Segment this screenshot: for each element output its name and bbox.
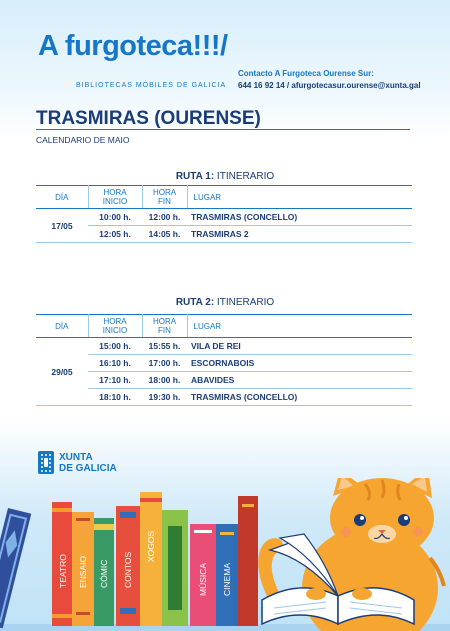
book-contos (116, 506, 140, 626)
route-2-title: RUTA 2: ITINERARIO (0, 297, 450, 308)
place-name: TRASMIRAS (CONCELLO) (187, 388, 412, 406)
header-place: LUGAR (186, 185, 412, 209)
start-time: 18:10 h. (88, 388, 142, 406)
route-2-title-rest: ITINERARIO (214, 297, 275, 308)
book-green-spacer (162, 510, 188, 626)
end-time: 18:00 h. (142, 371, 187, 389)
xunta-emblem-icon (38, 451, 54, 474)
book-musica (190, 524, 216, 626)
xunta-wordmark: XUNTA DE GALICIA (59, 452, 117, 474)
book-comic (94, 518, 114, 626)
route-1-table: DÍA HORA INICIO HORA FIN LUGAR 17/05 10:00… (36, 185, 412, 243)
table-row: 29/05 15:00 h. 15:55 h. VILA DE REI (36, 337, 412, 406)
table-header-row: DÍA HORA INICIO HORA FIN LUGAR (36, 314, 412, 338)
route-1-title-bold: RUTA 1: (175, 171, 215, 182)
start-time: 15:00 h. (88, 337, 142, 355)
end-time: 15:55 h. (142, 337, 187, 355)
book-teatro (52, 502, 72, 626)
route-2-title-bold: RUTA 2: (175, 297, 215, 308)
table-row: 12:05 h. 14:05 h. TRASMIRAS 2 (36, 225, 412, 243)
header-day: DÍA (36, 185, 88, 209)
table-row: 17:10 h. 18:00 h. ABAVIDES (36, 371, 412, 389)
xunta-line-1: XUNTA (59, 452, 93, 463)
route-1-title-rest: ITINERARIO (214, 171, 275, 182)
book-cinema (216, 524, 238, 626)
book-label-teatro: TEATRO (58, 554, 68, 588)
book-label-musica: MÚSICA (198, 563, 208, 596)
book-ensaio (72, 512, 94, 626)
book-label-xogos: XOGOS (146, 530, 156, 562)
place-name: TRASMIRAS 2 (187, 225, 412, 243)
book-label-ensaio: ENSAIO (78, 555, 88, 588)
place-name: VILA DE REI (187, 337, 412, 355)
table-row: 18:10 h. 19:30 h. TRASMIRAS (CONCELLO) (36, 388, 412, 406)
header-day: DÍA (36, 314, 88, 338)
end-time: 12:00 h. (142, 208, 187, 226)
book-label-contos: CONTOS (123, 551, 133, 588)
place-name: ESCORNABOIS (187, 354, 412, 372)
furgoteca-logo: A furgoteca!!!/ (38, 30, 228, 62)
header: A furgoteca!!!/ BIBLIOTECAS MÓBILES DE G… (0, 0, 450, 100)
place-name: TRASMIRAS (CONCELLO) (187, 208, 412, 226)
route-2-table: DÍA HORA INICIO HORA FIN LUGAR 29/05 15:00… (36, 314, 412, 406)
day-cell: 17/05 (36, 208, 88, 243)
table-row: 16:10 h. 17:00 h. ESCORNABOIS (36, 354, 412, 372)
book-label-cinema: CINEMA (222, 563, 232, 596)
start-time: 10:00 h. (88, 208, 142, 226)
xunta-line-2: DE GALICIA (59, 463, 117, 474)
header-end: HORA FIN (141, 185, 187, 209)
tilted-book (0, 507, 32, 629)
route-1-title: RUTA 1: ITINERARIO (0, 171, 450, 182)
book-label-comic: CÓMIC (99, 560, 109, 588)
header-start: HORA INICIO (87, 314, 142, 338)
start-time: 12:05 h. (88, 225, 142, 243)
open-book-illustration (261, 533, 415, 626)
start-time: 17:10 h. (88, 371, 142, 389)
table-header-row: DÍA HORA INICIO HORA FIN LUGAR (36, 185, 412, 209)
logo-subtitle: BIBLIOTECAS MÓBILES DE GALICIA (76, 82, 227, 89)
book-xogos (140, 492, 162, 626)
table-row: 17/05 10:00 h. 12:00 h. TRASMIRAS (CONCE… (36, 208, 412, 243)
end-time: 17:00 h. (142, 354, 187, 372)
book-labels: TEATRO ENSAIO CÓMIC CONTOS XOGOS MÚSICA … (58, 530, 232, 596)
header-start: HORA INICIO (87, 185, 142, 209)
page-title: TRASMIRAS (OURENSE) (36, 108, 261, 129)
calendar-subtitle: CALENDARIO DE MAIO (36, 135, 130, 145)
contact-details: 644 16 92 14 / afurgotecasur.ourense@xun… (238, 81, 421, 90)
header-place: LUGAR (186, 314, 412, 338)
contact-title: Contacto A Furgoteca Ourense Sur: (238, 69, 374, 78)
title-divider (36, 129, 410, 130)
place-name: ABAVIDES (187, 371, 412, 389)
book-red-back (238, 496, 258, 626)
end-time: 14:05 h. (142, 225, 187, 243)
books-and-cat-illustration: TEATRO ENSAIO CÓMIC CONTOS XOGOS MÚSICA … (0, 478, 450, 631)
header-end: HORA FIN (141, 314, 187, 338)
start-time: 16:10 h. (88, 354, 142, 372)
day-cell: 29/05 (36, 337, 88, 406)
end-time: 19:30 h. (142, 388, 187, 406)
